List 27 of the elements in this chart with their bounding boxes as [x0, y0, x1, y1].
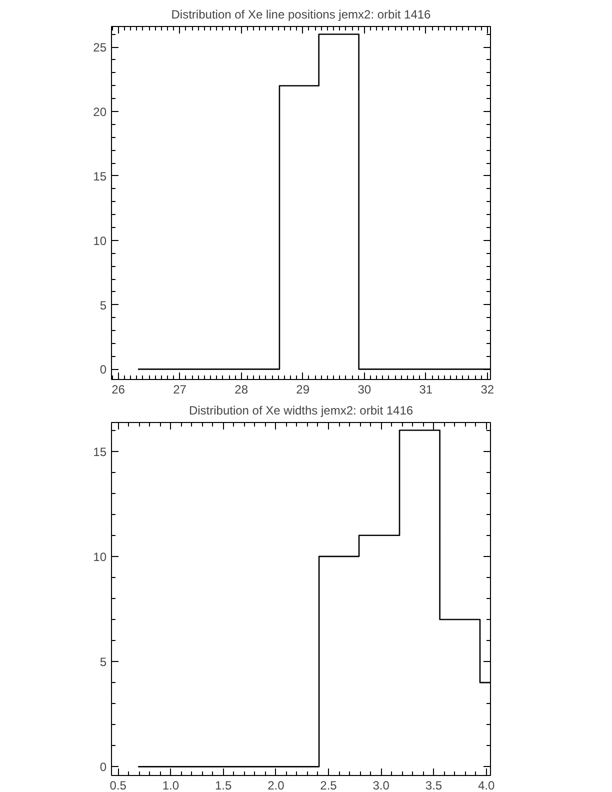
x-tick-label: 1.5	[214, 778, 232, 792]
chart-title: Distribution of Xe line positions jemx2: orbit 1416	[171, 8, 432, 22]
x-tick-label: 30	[358, 382, 372, 396]
y-tick-label: 0	[100, 362, 107, 377]
y-tick-label: 0	[100, 760, 107, 774]
x-tick-label: 2.0	[268, 778, 285, 792]
y-tick-label: 20	[93, 105, 107, 120]
y-tick-label: 5	[100, 298, 107, 312]
y-tick-label: 15	[93, 444, 107, 459]
x-tick-label: 28	[234, 382, 248, 396]
x-tick-label: 29	[296, 382, 310, 396]
x-tick-label: 4.0	[478, 778, 495, 792]
y-tick-label: 15	[93, 169, 107, 184]
x-tick-label: 32	[480, 382, 494, 396]
x-tick-label: 0.5	[110, 778, 127, 792]
x-tick-label: 26	[112, 382, 126, 396]
x-tick-label: 3.5	[425, 778, 442, 792]
x-tick-label: 1.0	[162, 778, 180, 792]
chart-title: Distribution of Xe widths jemx2: orbit 1416	[188, 404, 414, 418]
x-tick-label: 2.5	[320, 778, 338, 792]
x-tick-label: 31	[419, 382, 433, 396]
y-tick-label: 5	[100, 655, 107, 670]
x-tick-label: 27	[173, 382, 187, 396]
y-tick-label: 25	[93, 40, 107, 55]
y-tick-label: 10	[93, 234, 107, 248]
x-tick-label: 3.0	[372, 778, 390, 792]
y-tick-label: 10	[93, 550, 107, 564]
